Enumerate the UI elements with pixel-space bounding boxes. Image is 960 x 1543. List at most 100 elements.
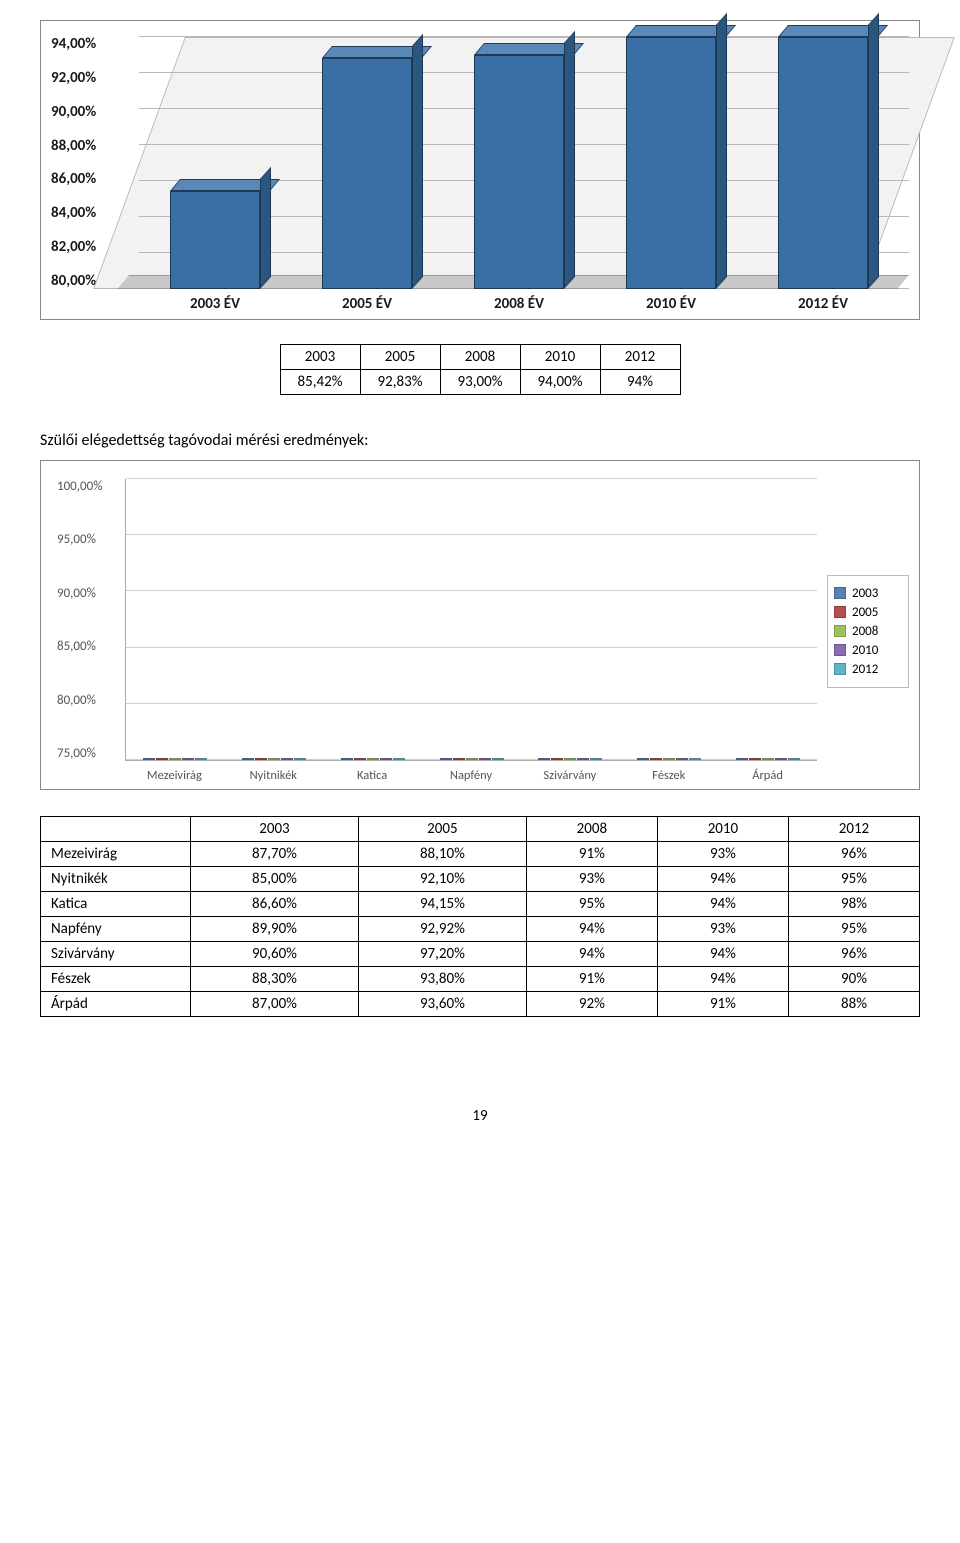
table-row: Katica86,60%94,15%95%94%98% [41,892,920,917]
legend-swatch [834,625,846,637]
table2-cell: 94% [657,867,788,892]
table2-cell: Mezeivirág [41,842,191,867]
table2-cell: 93,60% [358,992,526,1017]
chart2-bar [749,758,761,760]
table2-cell: 87,70% [191,842,359,867]
table2-header: 2012 [788,817,919,842]
table2-cell: Napfény [41,917,191,942]
table2-cell: 95% [788,867,919,892]
table1-cell: 93,00% [440,370,520,395]
chart2-ytick: 85,00% [57,639,125,654]
chart2-yaxis: 75,00%80,00%85,00%90,00%95,00%100,00% [57,479,125,783]
chart2-cluster [521,758,620,760]
legend-item: 2003 [834,584,902,603]
table2-cell: 90% [788,967,919,992]
table2-cell: Katica [41,892,191,917]
chart-clustered-bar: 75,00%80,00%85,00%90,00%95,00%100,00% Me… [40,460,920,790]
table1-header: 2008 [440,345,520,370]
table2-cell: 91% [526,842,657,867]
chart2-bar [182,758,194,760]
chart2-bar [341,758,353,760]
chart2-bar [393,758,405,760]
table-row: Árpád87,00%93,60%92%91%88% [41,992,920,1017]
section-heading: Szülői elégedettség tagóvodai mérési ere… [40,431,920,450]
table1-cell: 94% [600,370,680,395]
table2-cell: 92,92% [358,917,526,942]
chart2-xtick: Katica [323,768,422,783]
table2-cell: 94,15% [358,892,526,917]
table2-cell: 93% [526,867,657,892]
chart2-bar [538,758,550,760]
chart2-bar [736,758,748,760]
chart2-xtick: Napfény [422,768,521,783]
table2-cell: 94% [657,967,788,992]
legend-label: 2010 [852,643,878,658]
table2-cell: 88% [788,992,919,1017]
table2-cell: 94% [526,917,657,942]
chart1-xtick: 2008 ÉV [474,295,564,313]
table2-cell: 93,80% [358,967,526,992]
legend-item: 2010 [834,641,902,660]
chart2-bar [637,758,649,760]
table2-cell: 95% [788,917,919,942]
chart2-bar [650,758,662,760]
chart2-xtick: Nyitnikék [224,768,323,783]
chart2-bar [354,758,366,760]
chart2-bar [440,758,452,760]
chart1-xtick: 2012 ÉV [778,295,868,313]
chart1-bars [129,37,909,289]
chart2-bar [551,758,563,760]
chart2-bar [143,758,155,760]
table2-cell: 85,00% [191,867,359,892]
table2-cell: 91% [526,967,657,992]
legend-swatch [834,644,846,656]
table2-cell: 94% [526,942,657,967]
legend-swatch [834,587,846,599]
chart2-cluster [423,758,522,760]
table2-cell: 96% [788,942,919,967]
table2-cell: Árpád [41,992,191,1017]
chart1-xaxis: 2003 ÉV2005 ÉV2008 ÉV2010 ÉV2012 ÉV [129,295,909,313]
table1-header: 2012 [600,345,680,370]
table2-cell: Fészek [41,967,191,992]
table2-cell: 94% [657,892,788,917]
chart2-cluster [225,758,324,760]
chart1-ytick: 94,00% [51,37,129,52]
chart1-xtick: 2003 ÉV [170,295,260,313]
table2-cell: 97,20% [358,942,526,967]
chart-3d-bar: 80,00%82,00%84,00%86,00%88,00%90,00%92,0… [40,20,920,320]
table2-cell: 89,90% [191,917,359,942]
table2-cell: Nyitnikék [41,867,191,892]
chart1-bar [778,37,868,289]
chart2-bar [689,758,701,760]
chart2-bar [676,758,688,760]
chart1-ytick: 86,00% [51,172,129,187]
table2-cell: 88,30% [191,967,359,992]
table2-cell: 93% [657,917,788,942]
chart2-cluster [126,758,225,760]
chart2-ytick: 80,00% [57,693,125,708]
chart2-xtick: Szivárvány [520,768,619,783]
chart2-bar [663,758,675,760]
chart2-xaxis: MezeivirágNyitnikékKaticaNapfénySzivárvá… [125,768,817,783]
chart2-bar [242,758,254,760]
chart2-bar [380,758,392,760]
chart1-bar [322,37,412,289]
chart2-bar [255,758,267,760]
chart1-ytick: 88,00% [51,139,129,154]
chart2-bar [788,758,800,760]
table2-cell: 87,00% [191,992,359,1017]
chart2-cluster [719,758,817,760]
table1-header: 2005 [360,345,440,370]
page-number: 19 [40,1107,920,1125]
chart2-xtick: Árpád [718,768,817,783]
table-row: Mezeivirág87,70%88,10%91%93%96% [41,842,920,867]
legend-swatch [834,663,846,675]
detail-table: 20032005200820102012 Mezeivirág87,70%88,… [40,816,920,1017]
chart2-bar [156,758,168,760]
chart1-bar [474,37,564,289]
chart1-ytick: 92,00% [51,71,129,86]
chart1-ytick: 90,00% [51,105,129,120]
chart2-bar [577,758,589,760]
table2-cell: 88,10% [358,842,526,867]
